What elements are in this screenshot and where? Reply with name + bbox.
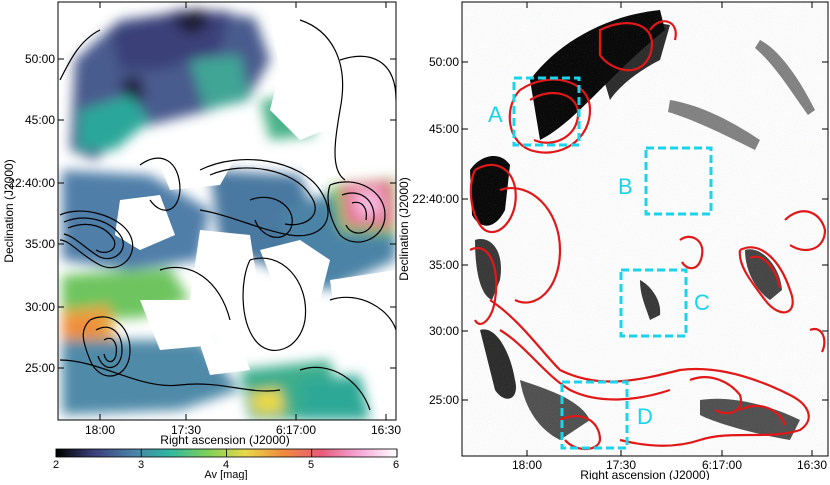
region-box-c bbox=[619, 268, 688, 338]
left-x-tick-label: 16:30 bbox=[371, 423, 401, 437]
right-x-tick-label: 18:00 bbox=[512, 458, 542, 472]
noise-texture bbox=[462, 2, 828, 456]
right-x-tick-label: 6:17:00 bbox=[702, 458, 742, 472]
extinction-map bbox=[58, 2, 396, 420]
right-panel: A B C D 18:00 17:30 6:17:00 16:30 50:00 … bbox=[397, 1, 829, 482]
right-y-tick-label: 25:00 bbox=[429, 393, 459, 407]
left-y-axis-label: Declination (J2000) bbox=[2, 159, 16, 262]
right-y-tick-label: 50:00 bbox=[429, 55, 459, 69]
left-y-tick-label: 35:00 bbox=[25, 237, 55, 251]
colorbar-label: Av [mag] bbox=[204, 469, 247, 480]
left-y-tick-label: 22:40:00 bbox=[8, 176, 55, 190]
right-y-axis-label: Declination (J2000) bbox=[397, 177, 411, 280]
colorbar-tick-label: 6 bbox=[393, 459, 399, 471]
left-y-tick-label: 45:00 bbox=[25, 113, 55, 127]
region-box-d bbox=[560, 380, 629, 450]
region-label-b: B bbox=[618, 174, 633, 199]
red-contours bbox=[469, 20, 827, 451]
region-label-a: A bbox=[488, 102, 503, 127]
right-y-tick-label: 45:00 bbox=[429, 122, 459, 136]
colorbar-ticks bbox=[55, 449, 398, 457]
right-y-tick-label: 22:40:00 bbox=[412, 192, 459, 206]
right-ticks bbox=[462, 2, 828, 456]
right-x-axis-label: Right ascension (J2000) bbox=[580, 468, 709, 480]
masked-regions bbox=[58, 2, 396, 375]
right-x-tick-label: 17:30 bbox=[606, 458, 636, 472]
left-y-tick-label: 50:00 bbox=[25, 52, 55, 66]
left-x-tick-label: 17:30 bbox=[171, 423, 201, 437]
colorbar-tick-label: 5 bbox=[308, 459, 314, 471]
left-x-tick-label: 18:00 bbox=[85, 423, 115, 437]
colorbar-tick-label: 4 bbox=[223, 459, 229, 471]
region-boxes bbox=[512, 76, 713, 450]
colorbar: 2 3 4 5 6 Av [mag] bbox=[53, 448, 399, 481]
left-plot-frame bbox=[57, 1, 397, 421]
right-y-tick-label: 30:00 bbox=[429, 324, 459, 338]
right-y-tick-label: 35:00 bbox=[429, 258, 459, 272]
left-panel: 18:00 17:30 6:17:00 16:30 50:00 45:00 22… bbox=[2, 1, 401, 481]
colorbar-tick-label: 2 bbox=[53, 459, 59, 471]
left-ticks bbox=[58, 2, 396, 420]
region-label-d: D bbox=[637, 404, 653, 429]
region-label-c: C bbox=[694, 290, 710, 315]
region-box-a bbox=[512, 76, 581, 147]
colorbar-tick-label: 3 bbox=[138, 459, 144, 471]
right-x-tick-label: 16:30 bbox=[797, 458, 827, 472]
left-x-tick-label: 6:17:00 bbox=[276, 423, 316, 437]
left-x-axis-label: Right ascension (J2000) bbox=[160, 433, 289, 447]
left-y-tick-label: 30:00 bbox=[25, 300, 55, 314]
region-box-b bbox=[644, 146, 713, 216]
grayscale-image: A B C D bbox=[462, 2, 828, 456]
black-contours bbox=[59, 19, 396, 411]
right-plot-frame bbox=[461, 1, 829, 457]
left-y-tick-label: 25:00 bbox=[25, 361, 55, 375]
